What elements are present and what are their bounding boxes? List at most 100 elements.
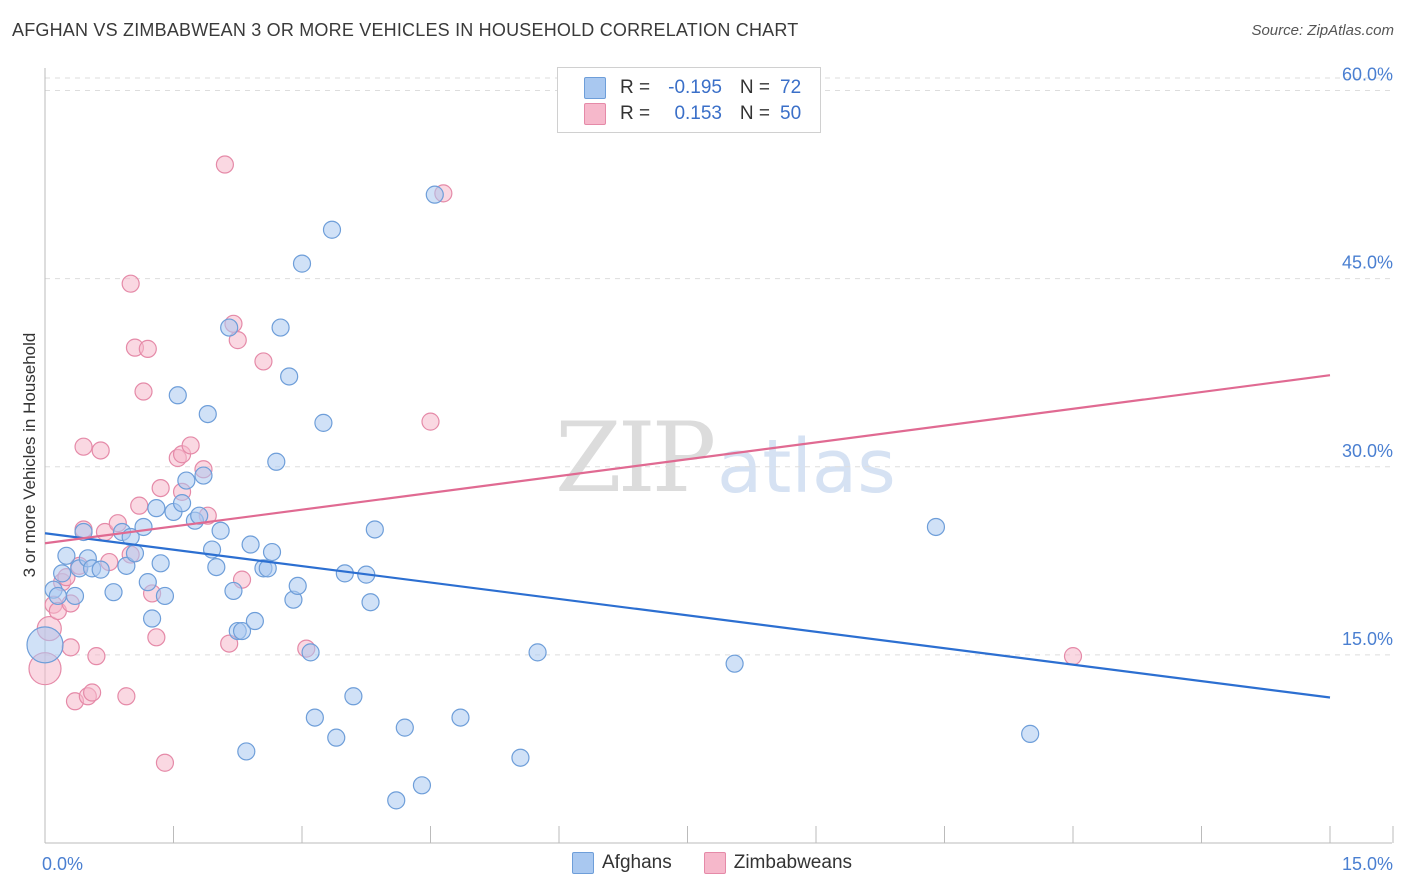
afghan-point bbox=[322, 220, 342, 239]
afghan-point bbox=[177, 471, 196, 490]
zimbabwean-point bbox=[254, 352, 273, 371]
afghan-point bbox=[725, 654, 744, 673]
afghan-point bbox=[147, 499, 166, 518]
afghan-n-label: N = bbox=[739, 77, 770, 98]
afghan-point bbox=[104, 583, 123, 602]
afghan-point bbox=[142, 609, 162, 628]
y-tick-label: 60.0% bbox=[1342, 65, 1393, 85]
afghan-point bbox=[53, 564, 72, 583]
afghan-point bbox=[155, 586, 175, 606]
afghan-point bbox=[224, 581, 243, 601]
afghan-point bbox=[280, 367, 299, 386]
y-tick-label: 15.0% bbox=[1342, 629, 1393, 649]
legend-row-afghans: R = -0.195 N = 72 bbox=[584, 76, 820, 100]
afghan-point bbox=[365, 520, 384, 539]
afghan-point bbox=[301, 643, 320, 662]
zimbabwean-point bbox=[121, 274, 140, 293]
afghan-point bbox=[395, 718, 414, 737]
zimbabwean-point bbox=[117, 687, 136, 706]
legend-row-zimbabweans: R = 0.153 N = 50 bbox=[584, 102, 820, 126]
grid-lines bbox=[45, 77, 1392, 656]
axes bbox=[44, 68, 1394, 844]
chart-source: Source: ZipAtlas.com bbox=[1251, 22, 1394, 39]
afghan-point bbox=[262, 542, 282, 562]
afghan-n-value: 72 bbox=[780, 77, 802, 98]
legend-item-zimbabweans: Zimbabweans bbox=[703, 852, 853, 874]
afghan-point bbox=[305, 708, 324, 727]
afghan-point bbox=[511, 748, 530, 767]
legend-item-afghans: Afghans bbox=[572, 852, 672, 874]
afghan-point bbox=[207, 557, 226, 577]
afghan-point bbox=[48, 586, 67, 606]
afghan-point bbox=[194, 466, 213, 485]
zimbabwean-legend-swatch bbox=[703, 852, 726, 874]
zimbabwean-point bbox=[181, 436, 200, 455]
afghan-trend-line bbox=[44, 532, 1331, 699]
zimbabwean-legend-label: Zimbabweans bbox=[733, 852, 853, 873]
afghan-point bbox=[528, 643, 547, 662]
afghan-r-value: -0.195 bbox=[668, 77, 722, 98]
zimbabwean-point bbox=[130, 496, 149, 515]
afghan-legend-label: Afghans bbox=[602, 852, 672, 873]
afghan-point bbox=[1021, 724, 1040, 743]
afghan-legend-swatch bbox=[572, 852, 594, 874]
afghan-point bbox=[232, 621, 252, 641]
zimbabwean-point bbox=[83, 683, 102, 702]
afghan-point bbox=[65, 586, 85, 606]
zimbabwean-point bbox=[74, 437, 93, 456]
zimbabwean-point bbox=[91, 441, 110, 460]
afghan-point bbox=[926, 517, 946, 537]
afghan-point bbox=[245, 611, 264, 631]
zimbabwean-point bbox=[220, 634, 239, 653]
zimbabwean-point bbox=[155, 753, 175, 772]
zimbabwean-r-label: R = bbox=[620, 103, 651, 124]
zimbabwean-swatch bbox=[584, 103, 606, 125]
afghan-point bbox=[327, 728, 346, 747]
afghan-point bbox=[271, 318, 290, 337]
zimbabwean-point bbox=[215, 155, 234, 174]
correlation-legend: R = -0.195 N = 72 R = 0.153 N = 50 bbox=[557, 67, 821, 133]
zimbabwean-point bbox=[87, 647, 106, 666]
tick-labels: 15.0% 30.0% 45.0% 60.0% 0.0% 15.0% bbox=[42, 65, 1393, 874]
x-tick-label: 15.0% bbox=[1342, 854, 1393, 874]
afghan-point bbox=[267, 452, 286, 471]
afghan-point bbox=[288, 576, 307, 596]
afghan-point bbox=[361, 593, 380, 612]
x-tick-label: 0.0% bbox=[42, 854, 83, 874]
afghan-point bbox=[26, 626, 64, 664]
afghan-point bbox=[211, 521, 230, 540]
zimbabwean-point bbox=[228, 331, 247, 350]
zimbabwean-point bbox=[61, 638, 80, 657]
zimbabwean-point bbox=[134, 382, 153, 401]
chart-title: AFGHAN VS ZIMBABWEAN 3 OR MORE VEHICLES … bbox=[12, 20, 799, 40]
zimbabwean-points bbox=[28, 155, 1083, 772]
zimbabwean-trend-line bbox=[44, 374, 1331, 545]
y-tick-label: 30.0% bbox=[1342, 441, 1393, 461]
afghan-point bbox=[237, 742, 256, 761]
afghan-point bbox=[292, 254, 312, 273]
afghan-point bbox=[172, 494, 192, 513]
zimbabwean-n-value: 50 bbox=[780, 103, 802, 124]
afghan-point bbox=[220, 318, 239, 337]
afghan-swatch bbox=[584, 77, 606, 99]
afghan-point bbox=[125, 544, 145, 563]
afghan-point bbox=[117, 556, 136, 575]
afghan-point bbox=[451, 708, 470, 727]
afghan-point bbox=[241, 535, 260, 554]
afghan-point bbox=[91, 560, 110, 579]
zimbabwean-r-value: 0.153 bbox=[674, 103, 722, 124]
zimbabwean-point bbox=[421, 412, 440, 431]
afghan-point bbox=[344, 687, 363, 706]
afghan-point bbox=[314, 413, 333, 432]
afghan-point bbox=[425, 185, 444, 204]
afghan-point bbox=[168, 386, 187, 405]
afghan-point bbox=[138, 573, 157, 592]
afghan-point bbox=[387, 791, 406, 810]
zimbabwean-point bbox=[147, 628, 166, 647]
afghan-r-label: R = bbox=[620, 77, 651, 98]
afghan-point bbox=[198, 404, 217, 424]
trend-lines bbox=[44, 374, 1331, 699]
y-tick-label: 45.0% bbox=[1342, 253, 1393, 273]
afghan-point bbox=[134, 517, 153, 537]
